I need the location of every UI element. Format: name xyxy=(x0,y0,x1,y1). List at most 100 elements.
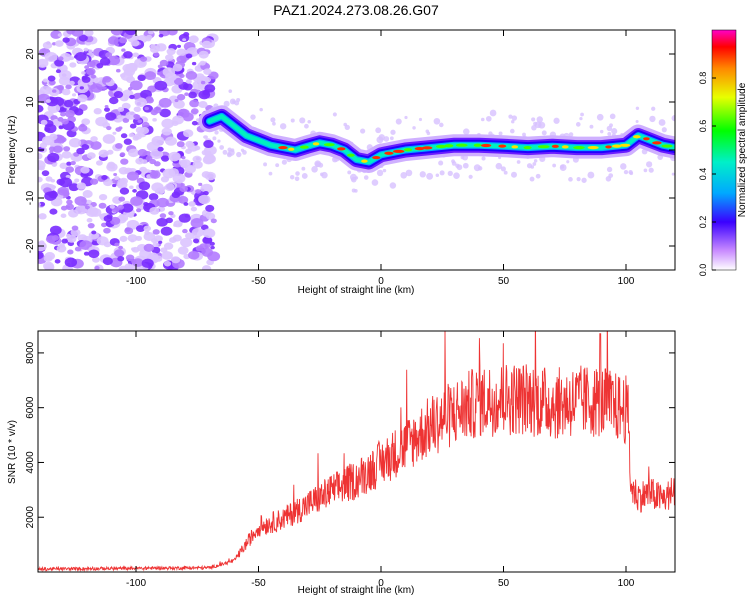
scatter-dot xyxy=(304,123,309,129)
x-tick-label: 50 xyxy=(498,578,510,589)
noise-blob xyxy=(65,84,72,90)
noise-blob xyxy=(156,217,168,227)
noise-blob xyxy=(110,30,123,36)
scatter-dot xyxy=(609,113,616,120)
scatter-dot xyxy=(623,169,629,175)
x-tick-label: -50 xyxy=(251,276,266,287)
noise-blob xyxy=(112,183,117,188)
ridge-peak xyxy=(661,144,673,148)
noise-blob xyxy=(178,33,190,43)
noise-blob xyxy=(85,67,96,76)
noise-blob xyxy=(201,40,212,49)
noise-blob xyxy=(51,163,57,167)
scatter-dot xyxy=(405,169,413,177)
noise-blob xyxy=(154,255,163,262)
noise-blob xyxy=(203,145,217,156)
noise-blob xyxy=(159,59,169,67)
noise-blob xyxy=(59,177,73,188)
scatter-dot xyxy=(376,169,384,177)
scatter-dot xyxy=(217,139,221,143)
noise-blob xyxy=(123,138,132,145)
scatter-dot xyxy=(419,171,426,178)
scatter-dot xyxy=(500,166,506,172)
noise-blob xyxy=(185,79,192,84)
noise-blob xyxy=(123,51,133,59)
noise-blob xyxy=(66,234,77,243)
noise-blob xyxy=(58,70,72,80)
noise-blob xyxy=(172,115,184,125)
ridge-peak xyxy=(312,142,320,146)
noise-blob xyxy=(98,193,108,201)
noise-blob xyxy=(200,80,206,85)
x-tick-label: 100 xyxy=(618,276,635,287)
chart-title: PAZ1.2024.273.08.26.G07 xyxy=(273,2,439,18)
noise-blob xyxy=(163,242,174,250)
scatter-dot xyxy=(435,173,440,178)
noise-blob xyxy=(39,142,48,149)
scatter-dot xyxy=(439,122,444,128)
noise-blob xyxy=(82,190,93,198)
noise-blob xyxy=(135,225,146,233)
noise-blob xyxy=(158,240,163,244)
colorbar-tick-label: 0.2 xyxy=(698,216,708,229)
noise-blob xyxy=(115,143,123,149)
x-tick-label: 0 xyxy=(378,578,384,589)
noise-blob xyxy=(117,106,125,112)
noise-blob xyxy=(91,230,97,235)
noise-blob xyxy=(101,175,108,180)
noise-blob xyxy=(168,151,181,162)
ridge-peak xyxy=(537,145,550,149)
noise-blob xyxy=(104,104,109,108)
noise-blob xyxy=(191,120,198,126)
scatter-dot xyxy=(314,160,322,168)
noise-blob xyxy=(113,173,118,177)
spectrogram-ylabel: Frequency (Hz) xyxy=(7,116,18,185)
noise-blob xyxy=(71,30,84,37)
colorbar-tick-label: 0.6 xyxy=(698,120,708,133)
noise-blob xyxy=(161,251,173,260)
noise-blob xyxy=(102,257,113,266)
noise-blob xyxy=(88,49,93,53)
scatter-dot xyxy=(589,124,594,129)
scatter-dot xyxy=(412,126,416,130)
noise-blob xyxy=(198,101,208,109)
scatter-dot xyxy=(299,117,306,124)
scatter-dot xyxy=(481,156,486,161)
colorbar xyxy=(711,29,737,271)
noise-blob xyxy=(139,168,144,172)
noise-blob xyxy=(192,155,202,163)
scatter-dot xyxy=(275,163,280,168)
noise-blob xyxy=(149,170,161,179)
noise-blob xyxy=(184,92,189,96)
noise-blob xyxy=(160,247,168,253)
scatter-dot xyxy=(495,162,503,170)
noise-blob xyxy=(164,183,175,191)
noise-blob xyxy=(198,182,203,187)
scatter-dot xyxy=(289,174,295,180)
noise-blob xyxy=(203,135,208,139)
scatter-dot xyxy=(635,106,640,110)
noise-blob xyxy=(127,213,134,218)
scatter-dot xyxy=(620,163,627,170)
noise-blob xyxy=(80,166,90,174)
y-tick-label: 0 xyxy=(25,147,36,153)
noise-blob xyxy=(59,107,65,112)
noise-blob xyxy=(204,171,216,181)
noise-blob xyxy=(158,33,164,38)
ridge-peak xyxy=(573,146,585,150)
ridge-peak xyxy=(561,145,569,149)
noise-blob xyxy=(168,237,177,244)
snr-marks xyxy=(38,331,675,572)
ridge-peak xyxy=(643,137,650,141)
noise-blob xyxy=(104,107,110,112)
scatter-dot xyxy=(447,170,453,176)
noise-blob xyxy=(93,108,102,115)
scatter-dot xyxy=(250,114,256,120)
noise-blob xyxy=(87,81,94,86)
noise-blob xyxy=(125,111,137,120)
noise-blob xyxy=(203,190,209,196)
noise-blob xyxy=(114,176,120,181)
noise-blob xyxy=(195,189,202,194)
ridge-peak xyxy=(361,159,368,163)
scatter-dot xyxy=(390,129,396,135)
